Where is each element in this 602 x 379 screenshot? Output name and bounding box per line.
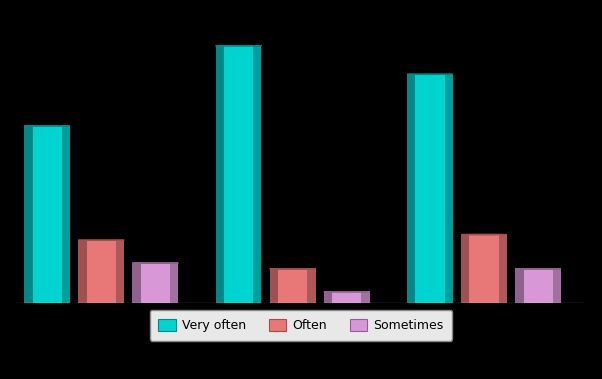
Bar: [87, 240, 116, 303]
Bar: [361, 292, 370, 303]
Bar: [141, 263, 170, 303]
Bar: [498, 235, 507, 303]
Ellipse shape: [461, 303, 507, 304]
Bar: [524, 269, 553, 303]
Bar: [78, 240, 87, 303]
Bar: [332, 292, 361, 303]
Bar: [170, 263, 178, 303]
Legend: Very often, Often, Sometimes: Very often, Often, Sometimes: [150, 310, 452, 341]
Bar: [24, 126, 33, 303]
Bar: [132, 263, 141, 303]
Bar: [224, 46, 253, 303]
Bar: [515, 269, 524, 303]
Bar: [461, 235, 470, 303]
Bar: [445, 74, 453, 303]
Ellipse shape: [515, 303, 561, 304]
Ellipse shape: [24, 303, 70, 304]
Bar: [62, 126, 70, 303]
Bar: [407, 74, 415, 303]
Bar: [470, 235, 498, 303]
Ellipse shape: [216, 45, 261, 46]
Bar: [216, 46, 224, 303]
Ellipse shape: [24, 125, 70, 126]
Bar: [33, 126, 62, 303]
Bar: [415, 74, 445, 303]
Ellipse shape: [78, 303, 124, 304]
Ellipse shape: [216, 303, 261, 304]
Ellipse shape: [78, 240, 124, 241]
Ellipse shape: [324, 303, 370, 304]
Bar: [553, 269, 561, 303]
Bar: [308, 269, 315, 303]
Bar: [324, 292, 332, 303]
Ellipse shape: [324, 291, 370, 292]
Bar: [116, 240, 124, 303]
Bar: [278, 269, 308, 303]
Ellipse shape: [270, 303, 315, 304]
Ellipse shape: [461, 234, 507, 235]
Bar: [270, 269, 278, 303]
Ellipse shape: [407, 74, 453, 75]
Ellipse shape: [132, 303, 178, 304]
Ellipse shape: [407, 303, 453, 304]
Bar: [253, 46, 261, 303]
